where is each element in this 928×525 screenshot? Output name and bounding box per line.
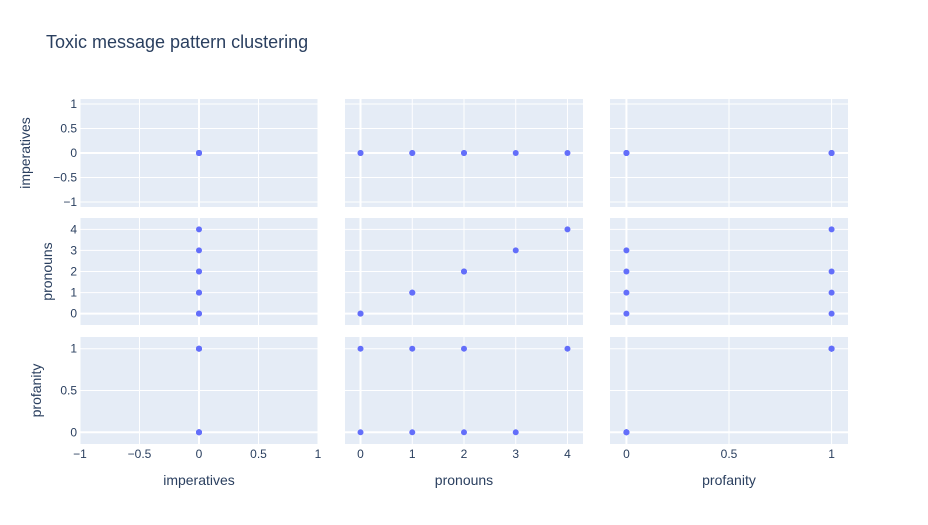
point-2[interactable] (461, 429, 467, 436)
point-7[interactable] (196, 345, 202, 352)
y-axis-label: imperatives (17, 117, 33, 189)
point-5[interactable] (409, 150, 416, 156)
point-7[interactable] (828, 150, 835, 156)
point-6[interactable] (461, 268, 467, 275)
point-6[interactable] (461, 150, 467, 156)
point-7[interactable] (196, 150, 202, 156)
x-tick-label: 0 (196, 447, 203, 461)
x-tick-label: 4 (564, 447, 571, 461)
x-tick-label: 1 (828, 447, 835, 461)
point-4[interactable] (828, 310, 835, 317)
point-7[interactable] (564, 150, 571, 156)
point-3[interactable] (196, 247, 202, 254)
y-tick-label: 0.5 (60, 384, 77, 398)
y-tick-label: 0 (70, 307, 77, 321)
point-4[interactable] (357, 150, 364, 156)
y-tick-label: −0.5 (53, 171, 77, 185)
point-4[interactable] (357, 310, 364, 317)
y-tick-label: 1 (70, 286, 77, 300)
x-tick-label: 3 (512, 447, 519, 461)
point-0[interactable] (623, 310, 630, 317)
y-tick-label: 0.5 (60, 122, 77, 136)
point-7[interactable] (828, 226, 835, 233)
y-tick-label: 4 (70, 222, 77, 236)
point-5[interactable] (196, 289, 202, 296)
x-tick-label: 0.5 (250, 447, 267, 461)
subplot-profanity-vs-profanity (610, 337, 848, 444)
y-tick-label: 0 (70, 146, 77, 160)
subplot-profanity-vs-pronouns (345, 337, 583, 444)
subplot-imperatives-vs-profanity (610, 99, 848, 207)
point-5[interactable] (828, 289, 835, 296)
point-3[interactable] (623, 429, 630, 436)
y-tick-label: 2 (70, 265, 77, 279)
point-3[interactable] (512, 247, 519, 254)
y-tick-label: 3 (70, 243, 77, 257)
x-tick-label: 0 (357, 447, 364, 461)
x-tick-label: 0 (623, 447, 630, 461)
point-7[interactable] (196, 226, 202, 233)
y-axis-label: profanity (28, 364, 44, 418)
x-tick-label: −0.5 (128, 447, 152, 461)
x-tick-label: 2 (461, 447, 468, 461)
y-tick-label: 1 (70, 97, 77, 111)
point-5[interactable] (409, 289, 416, 296)
x-tick-label: 1 (409, 447, 416, 461)
point-0[interactable] (357, 429, 364, 436)
point-3[interactable] (512, 429, 519, 436)
x-axis-label: profanity (702, 472, 756, 488)
y-axis-label: pronouns (39, 242, 55, 300)
point-5[interactable] (409, 345, 416, 352)
point-3[interactable] (196, 429, 202, 436)
point-1[interactable] (623, 289, 630, 296)
point-7[interactable] (828, 345, 835, 352)
point-7[interactable] (564, 226, 571, 233)
x-tick-label: −1 (73, 447, 87, 461)
x-tick-label: 1 (315, 447, 322, 461)
subplot-pronouns-vs-profanity (610, 218, 848, 325)
point-6[interactable] (461, 345, 467, 352)
y-tick-label: 1 (70, 342, 77, 356)
point-3[interactable] (623, 247, 630, 254)
subplot-imperatives-vs-imperatives (79, 99, 319, 207)
x-axis-label: imperatives (163, 472, 235, 488)
x-axis-label: pronouns (435, 472, 493, 488)
point-7[interactable] (564, 345, 571, 352)
y-tick-label: 0 (70, 425, 77, 439)
point-2[interactable] (623, 268, 630, 275)
chart-title: Toxic message pattern clustering (46, 32, 309, 52)
subplot-pronouns-vs-imperatives (79, 218, 319, 325)
point-1[interactable] (409, 429, 416, 436)
point-3[interactable] (623, 150, 630, 156)
subplot-imperatives-vs-pronouns (345, 99, 583, 207)
y-tick-label: −1 (63, 195, 77, 209)
point-4[interactable] (196, 310, 202, 317)
point-6[interactable] (196, 268, 202, 275)
point-3[interactable] (512, 150, 519, 156)
x-tick-label: 0.5 (721, 447, 738, 461)
point-4[interactable] (357, 345, 364, 352)
point-6[interactable] (828, 268, 835, 275)
subplot-pronouns-vs-pronouns (345, 218, 583, 325)
subplot-profanity-vs-imperatives (79, 337, 319, 444)
